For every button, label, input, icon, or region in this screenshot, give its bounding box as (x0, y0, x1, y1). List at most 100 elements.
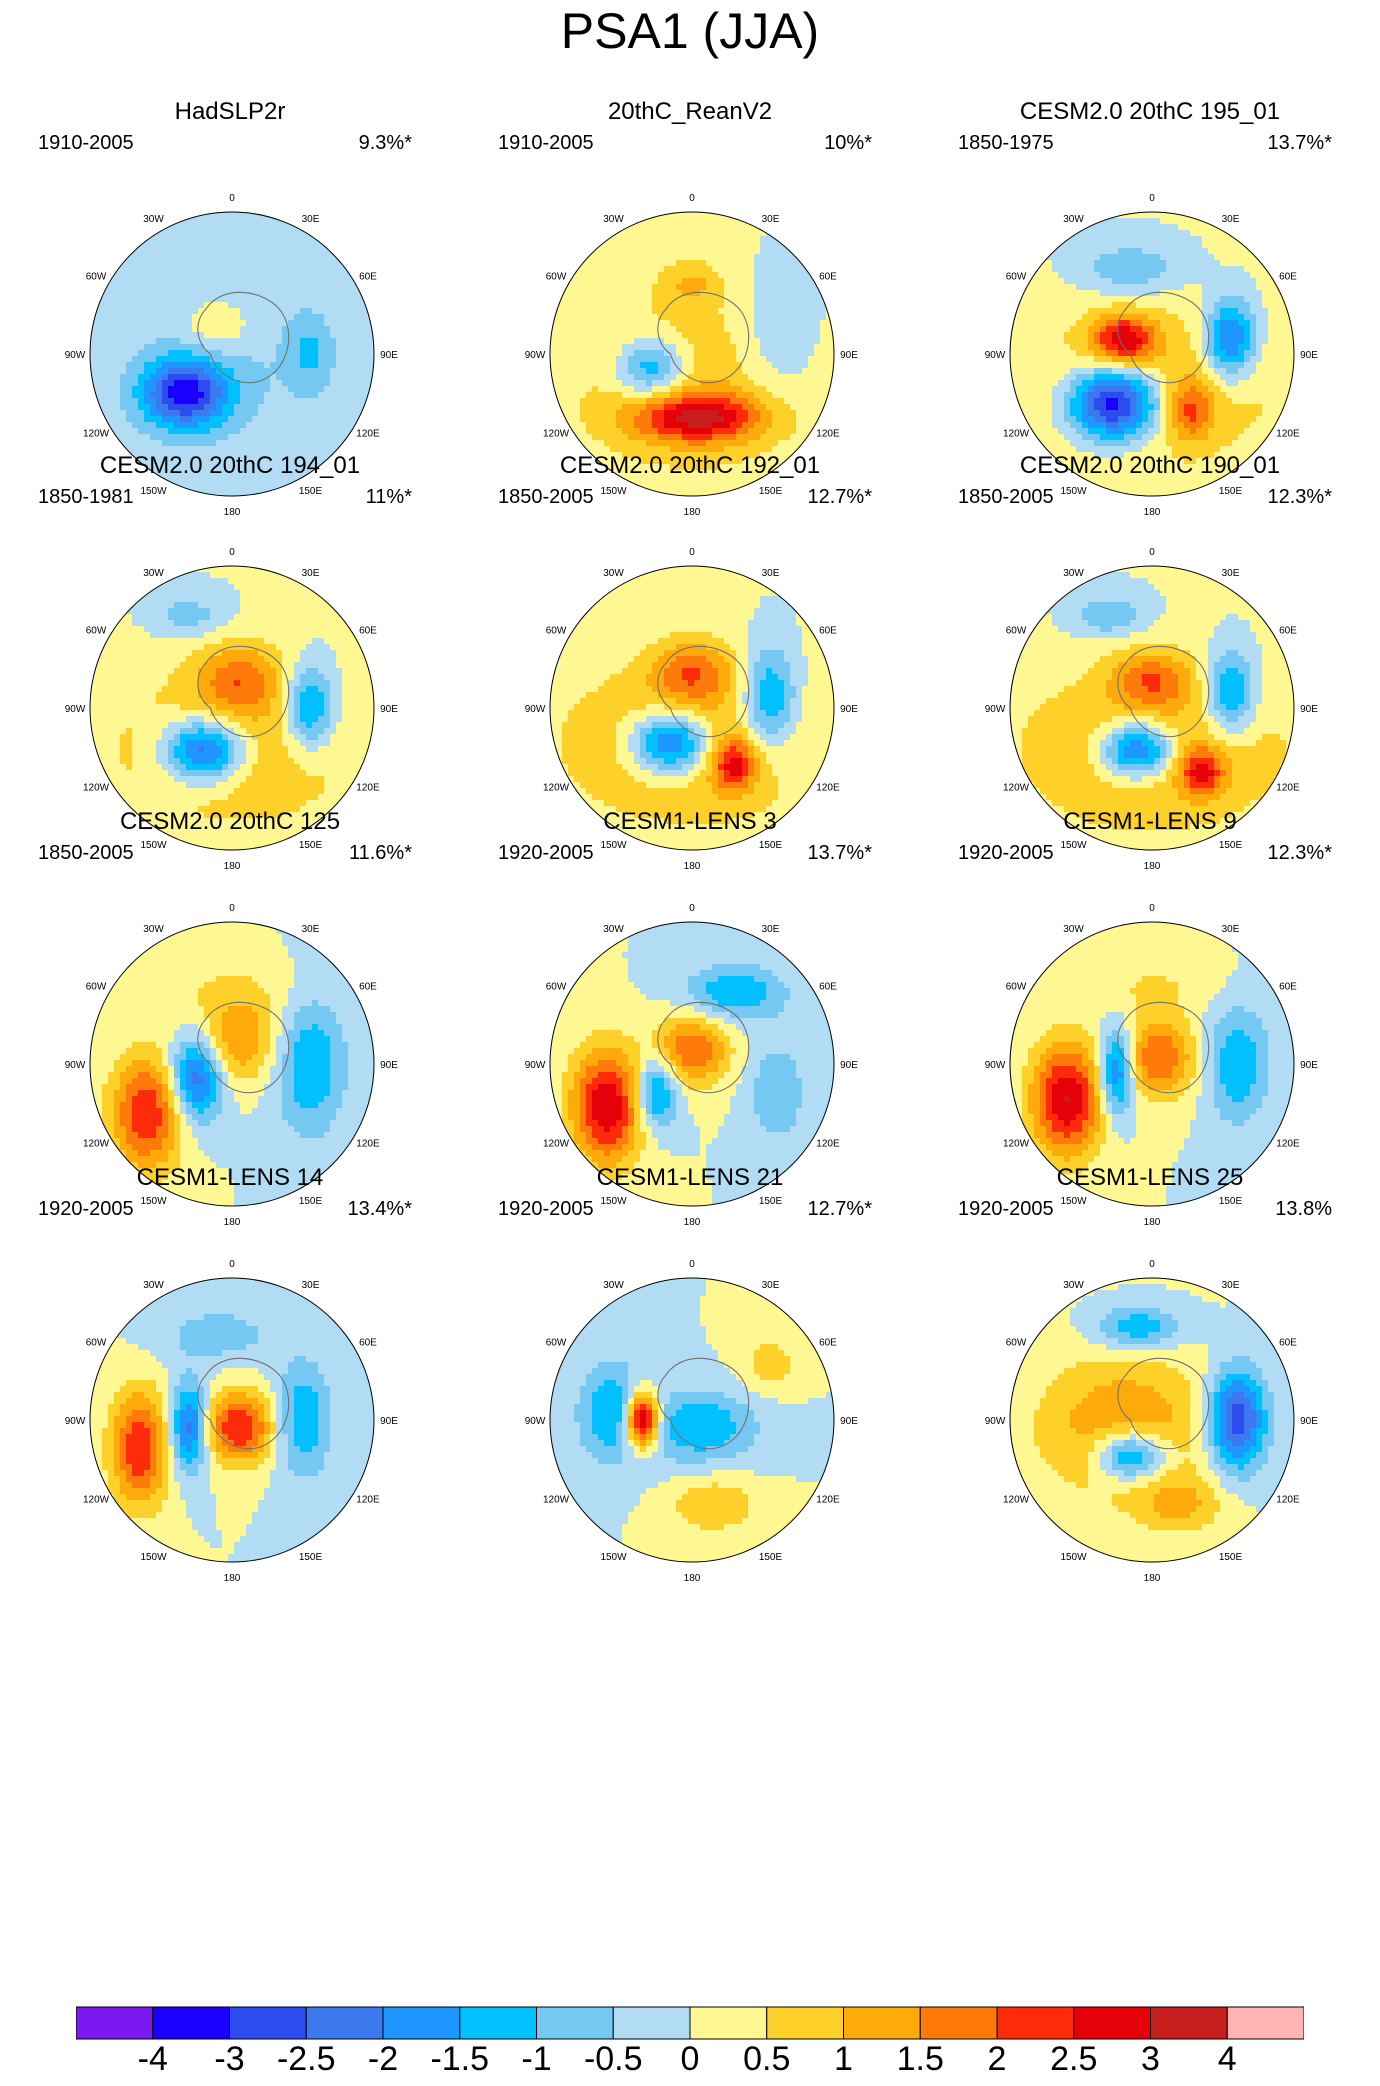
longitude-label: 120W (543, 783, 570, 794)
antarctica-coastline (657, 1001, 750, 1094)
panel-title: CESM2.0 20thC 194_01 (0, 452, 460, 480)
longitude-label: 180 (684, 1573, 701, 1584)
longitude-label: 150W (140, 1552, 167, 1563)
longitude-label: 150E (1219, 840, 1243, 851)
longitude-label: 120W (543, 429, 570, 440)
longitude-label: 90W (985, 350, 1006, 361)
colorbar-tick-label: 3 (1111, 2040, 1191, 2079)
map-panel: 0 30E 60E 90E 120E 150E 180 150W 120W 90W 60W 30W CE… (0, 1162, 460, 1632)
map-border (549, 1277, 835, 1563)
map-border (89, 211, 375, 497)
map-border (549, 211, 835, 497)
longitude-label: 30E (302, 924, 320, 935)
polar-map: 0 30E 60E 90E 120E 150E 180 150W 120W 90W 60W 30W (525, 903, 859, 1228)
colorbar-tick-label: -1.5 (420, 2040, 500, 2079)
pressure-anomaly-field (550, 1278, 834, 1562)
colorbar-swatch (152, 2006, 230, 2040)
longitude-label: 30E (762, 214, 780, 225)
longitude-label: 120E (1276, 429, 1300, 440)
longitude-label: 180 (1144, 1573, 1161, 1584)
longitude-label: 90E (1300, 704, 1318, 715)
longitude-label: 180 (1144, 1217, 1161, 1228)
longitude-label: 30W (603, 214, 624, 225)
panel-title: CESM1-LENS 9 (920, 808, 1380, 836)
map-border (549, 565, 835, 851)
longitude-label: 30W (1063, 568, 1084, 579)
map-border (1009, 211, 1295, 497)
longitude-label: 120W (83, 1495, 110, 1506)
longitude-label: 30W (603, 1280, 624, 1291)
longitude-label: 150E (299, 840, 323, 851)
colorbar-tick-label: 0 (650, 2040, 730, 2079)
longitude-label: 60E (1279, 1338, 1297, 1349)
longitude-label: 0 (1149, 547, 1155, 558)
longitude-label: 150W (1060, 1196, 1087, 1207)
longitude-label: 120W (83, 429, 110, 440)
longitude-label: 60W (1006, 626, 1027, 637)
panel-title: CESM2.0 20thC 195_01 (920, 98, 1380, 126)
panel-variance: 13.4%* (348, 1198, 413, 1221)
map-panel: 0 30E 60E 90E 120E 150E 180 150W 120W 90W 60W 30W CE… (920, 450, 1380, 920)
colorbar-swatch (229, 2006, 307, 2040)
antarctica-coastline (197, 291, 290, 384)
longitude-label: 180 (684, 507, 701, 518)
longitude-label: 60W (546, 982, 567, 993)
panel-title: 20thC_ReanV2 (460, 98, 920, 126)
longitude-label: 90E (840, 704, 858, 715)
polar-map: 0 30E 60E 90E 120E 150E 180 150W 120W 90W 60W 30W (985, 1259, 1319, 1584)
longitude-label: 90W (985, 1060, 1006, 1071)
longitude-label: 90W (525, 1416, 546, 1427)
panel-variance: 11%* (366, 486, 412, 509)
colorbar-swatch (689, 2006, 768, 2040)
longitude-label: 90W (985, 704, 1006, 715)
map-panel: 0 30E 60E 90E 120E 150E 180 150W 120W 90W 60W 30W CE… (460, 1162, 920, 1632)
main-title: PSA1 (JJA) (0, 2, 1380, 60)
panel-title: CESM1-LENS 3 (460, 808, 920, 836)
longitude-label: 150W (600, 1196, 627, 1207)
longitude-label: 30E (302, 568, 320, 579)
panel-variance: 12.7%* (808, 1198, 873, 1221)
longitude-label: 30E (1222, 214, 1240, 225)
longitude-label: 150E (299, 486, 323, 497)
colorbar-swatch (1150, 2006, 1228, 2040)
panel-variance: 12.3%* (1268, 842, 1333, 865)
longitude-label: 180 (224, 1573, 241, 1584)
panel-variance: 11.6%* (349, 842, 412, 865)
panel-period: 1850-2005 (498, 486, 594, 509)
panel-title: CESM1-LENS 25 (920, 1164, 1380, 1192)
colorbar-tick-label: -4 (113, 2040, 193, 2079)
longitude-label: 120W (1003, 1139, 1030, 1150)
colorbar-swatch (843, 2006, 921, 2040)
longitude-label: 60E (359, 626, 377, 637)
pressure-anomaly-field (550, 922, 834, 1206)
map-border (1009, 1277, 1295, 1563)
longitude-label: 60E (819, 1338, 837, 1349)
longitude-label: 120W (1003, 429, 1030, 440)
longitude-label: 30E (302, 1280, 320, 1291)
longitude-label: 30W (143, 924, 164, 935)
longitude-label: 120E (1276, 1495, 1300, 1506)
longitude-label: 120W (543, 1139, 570, 1150)
longitude-label: 120E (816, 429, 840, 440)
longitude-label: 90W (985, 1416, 1006, 1427)
longitude-label: 150E (299, 1552, 323, 1563)
longitude-label: 150W (1060, 486, 1087, 497)
polar-map: 0 30E 60E 90E 120E 150E 180 150W 120W 90W 60W 30W (985, 547, 1319, 872)
longitude-label: 90E (380, 1060, 398, 1071)
longitude-label: 120E (1276, 783, 1300, 794)
colorbar-swatch (1226, 2006, 1304, 2040)
longitude-label: 30W (143, 1280, 164, 1291)
longitude-label: 90W (65, 350, 86, 361)
polar-map: 0 30E 60E 90E 120E 150E 180 150W 120W 90W 60W 30W (985, 903, 1319, 1228)
longitude-label: 0 (1149, 193, 1155, 204)
longitude-label: 60E (819, 626, 837, 637)
panel-period: 1920-2005 (958, 842, 1054, 865)
panel-variance: 13.8% (1275, 1198, 1332, 1221)
longitude-label: 60E (359, 982, 377, 993)
longitude-label: 90E (380, 350, 398, 361)
map-border (89, 1277, 375, 1563)
map-border (1009, 565, 1295, 851)
map-panel: 0 30E 60E 90E 120E 150E 180 150W 120W 90W 60W 30W 20… (460, 96, 920, 566)
longitude-label: 30E (762, 1280, 780, 1291)
map-panel: 0 30E 60E 90E 120E 150E 180 150W 120W 90W 60W 30W CE… (920, 806, 1380, 1276)
